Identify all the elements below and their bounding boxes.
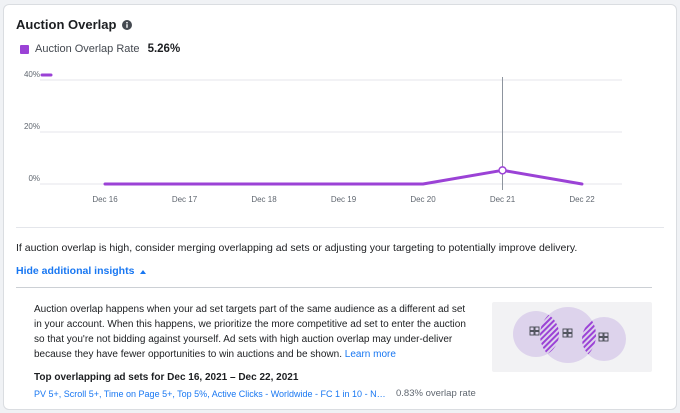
x-tick-label: Dec 20 — [410, 195, 436, 204]
card-header: Auction Overlap — [16, 17, 133, 32]
hide-insights-label: Hide additional insights — [16, 265, 135, 277]
advice-text: If auction overlap is high, consider mer… — [16, 242, 578, 254]
x-tick-label: Dec 16 — [92, 195, 118, 204]
top-overlapping-heading: Top overlapping ad sets for Dec 16, 2021… — [34, 372, 299, 383]
x-tick-label: Dec 22 — [569, 195, 595, 204]
learn-more-link[interactable]: Learn more — [344, 349, 396, 360]
x-tick-label: Dec 17 — [172, 195, 198, 204]
insights-panel: Auction overlap happens when your ad set… — [16, 287, 652, 407]
data-point-dec-21[interactable] — [498, 166, 507, 175]
info-icon[interactable] — [122, 19, 133, 30]
card-title: Auction Overlap — [16, 17, 117, 32]
hide-insights-toggle[interactable]: Hide additional insights — [16, 265, 147, 277]
x-tick-label: Dec 21 — [490, 195, 516, 204]
y-tick-label: 0% — [28, 174, 40, 183]
y-tick-label: 40% — [24, 70, 40, 79]
insight-description: Auction overlap happens when your ad set… — [34, 302, 474, 362]
caret-up-icon — [140, 269, 147, 274]
auction-overlap-chart: 0% 20% 40% Dec 16 Dec 17 Dec 18 Dec 19 Dec 20 D… — [24, 70, 622, 204]
section-divider — [16, 227, 664, 228]
overlap-illustration-icon — [492, 302, 652, 372]
overlap-rate-value: 0.83% overlap rate — [396, 388, 476, 399]
legend-value: 5.26% — [147, 43, 181, 55]
series-line-auction-overlap-rate — [103, 168, 584, 186]
overlapping-adset-link[interactable]: PV 5+, Scroll 5+, Time on Page 5+, Top 5… — [34, 388, 390, 399]
legend-label: Auction Overlap Rate — [35, 43, 140, 55]
y-tick-label: 20% — [24, 122, 40, 131]
x-tick-label: Dec 18 — [251, 195, 277, 204]
chart-legend: Auction Overlap Rate 5.26% — [20, 43, 180, 55]
top-overlapping-row: PV 5+, Scroll 5+, Time on Page 5+, Top 5… — [34, 388, 476, 399]
auction-overlap-card: Auction Overlap Auction Overlap Rate 5.2… — [3, 4, 677, 410]
x-tick-label: Dec 19 — [331, 195, 357, 204]
legend-swatch — [20, 44, 29, 54]
insight-body: Auction overlap happens when your ad set… — [34, 304, 466, 360]
